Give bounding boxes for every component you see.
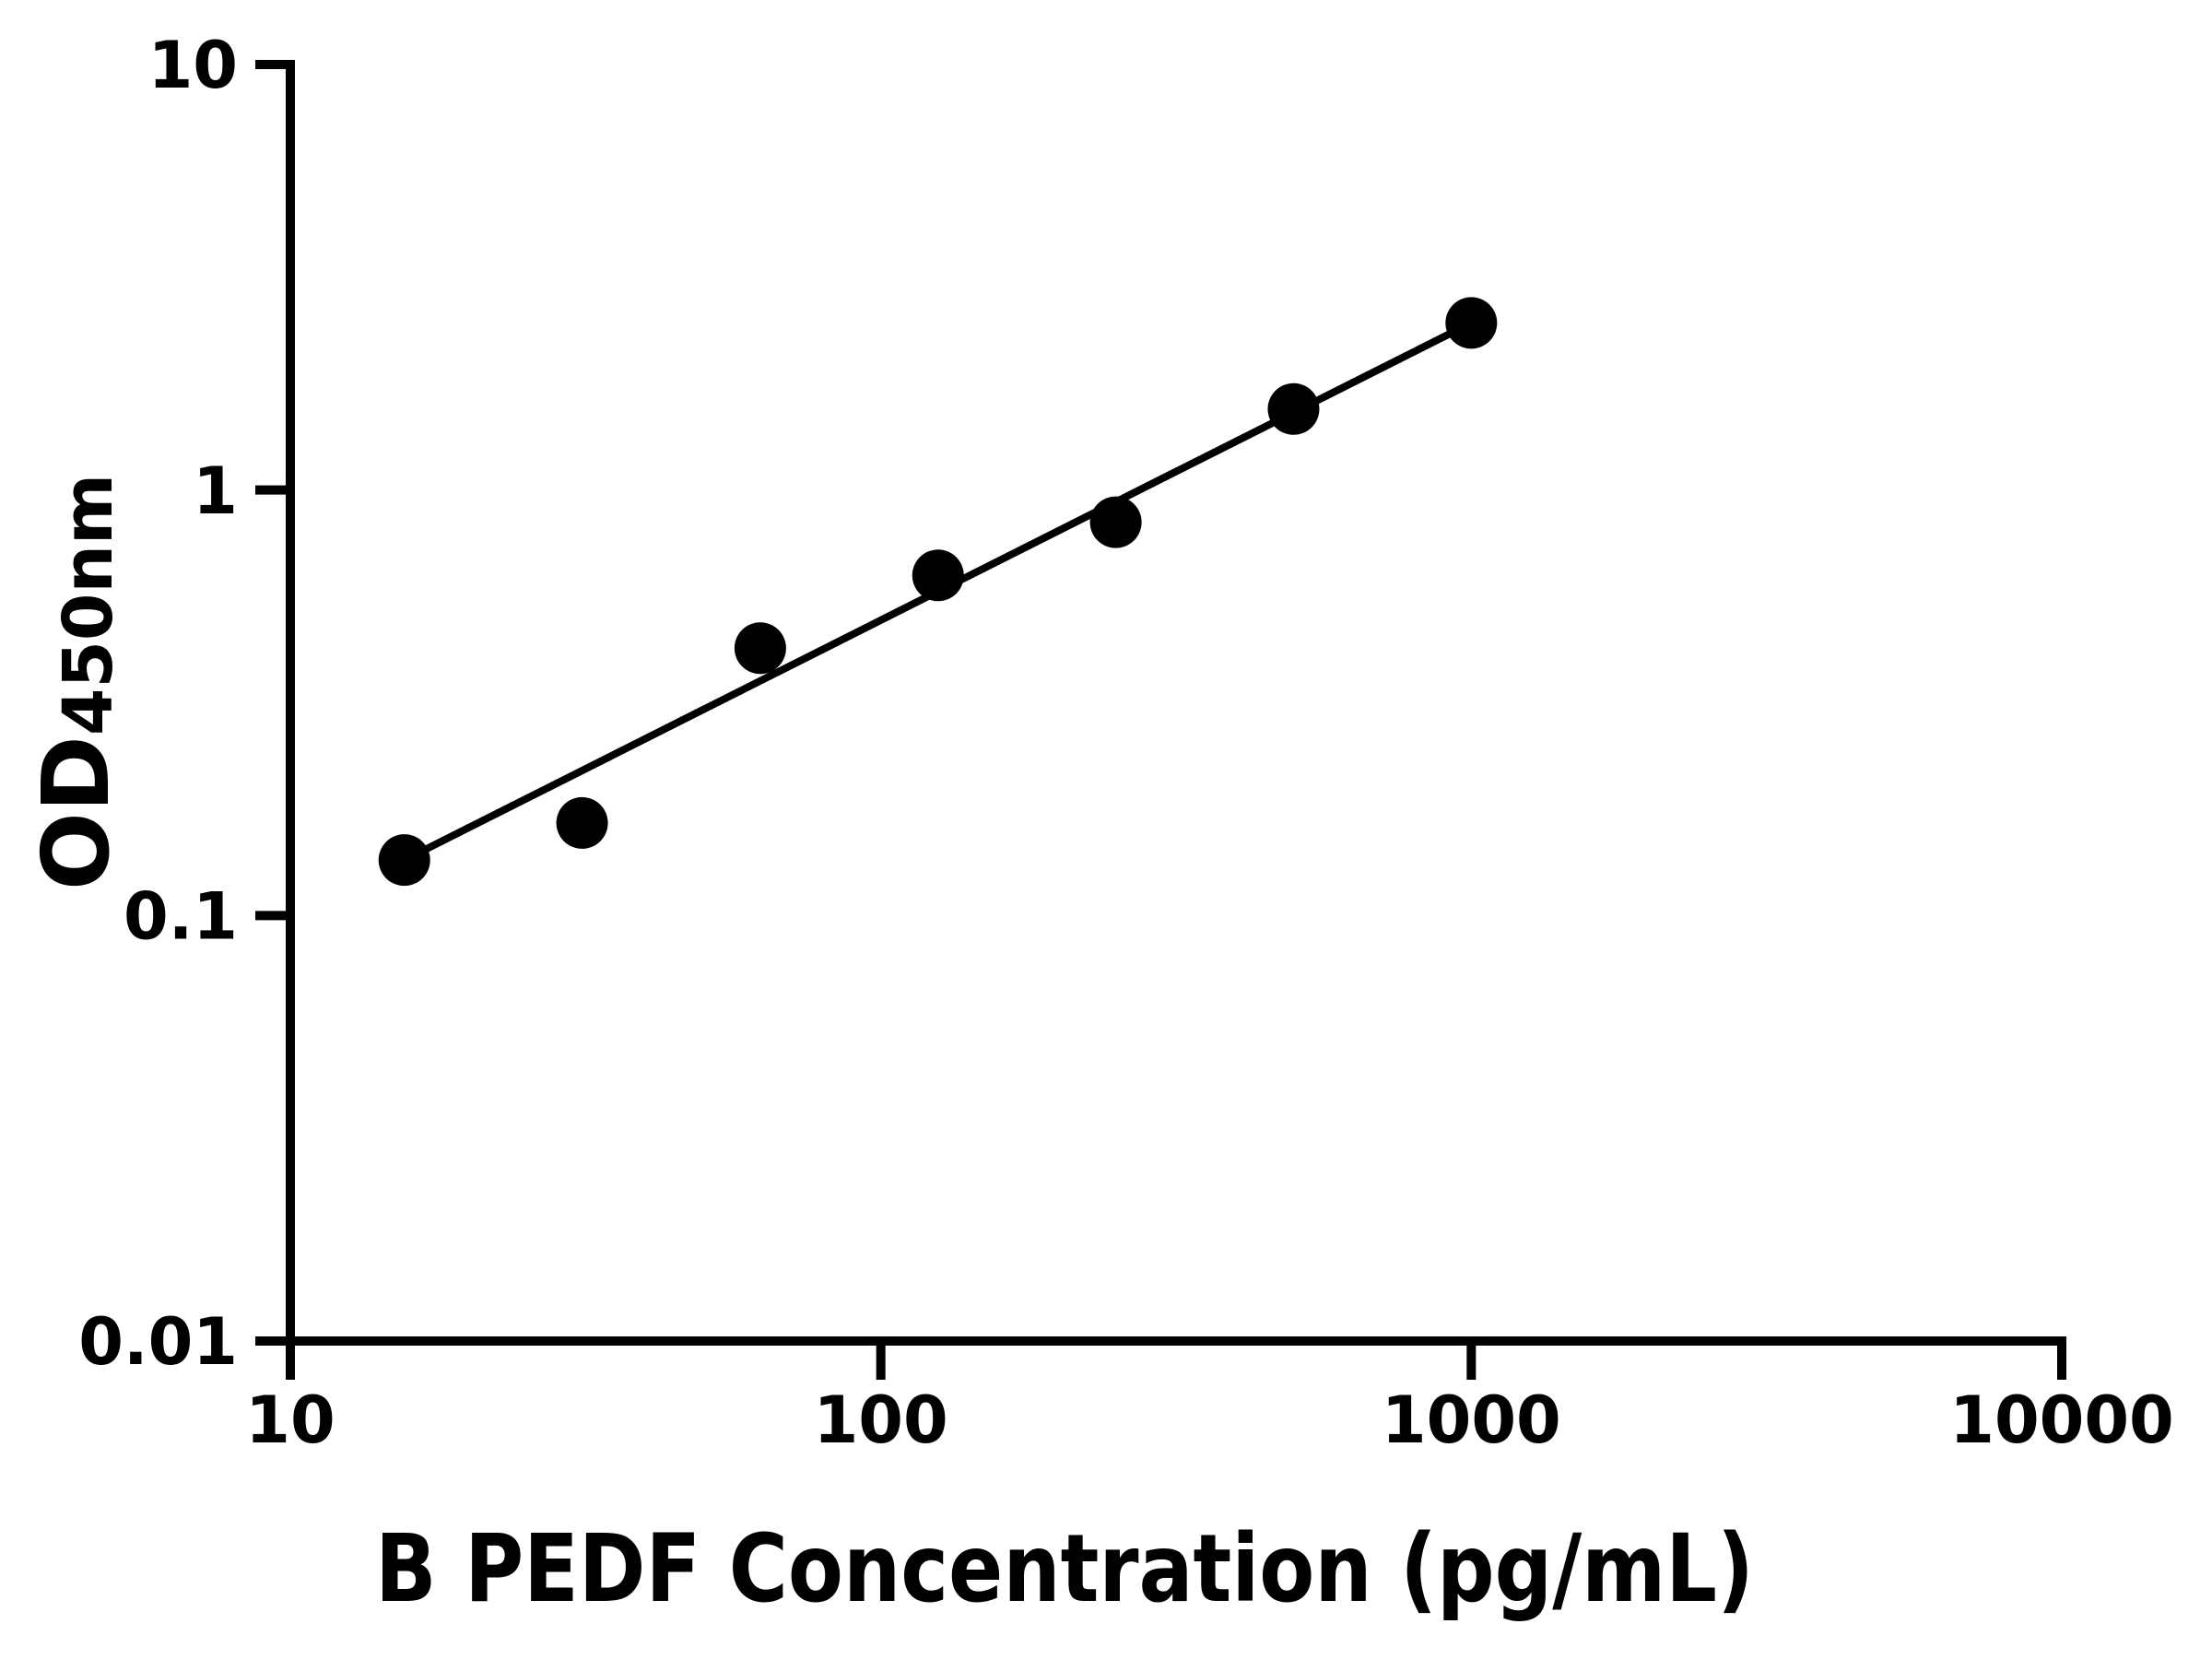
y-axis-title: OD450nm	[22, 474, 130, 890]
plot-series	[378, 297, 1498, 887]
y-axis-title-main: OD	[22, 735, 130, 890]
x-tick-label: 10000	[1949, 1382, 2174, 1458]
axes	[255, 60, 2066, 1380]
x-tick-label: 1000	[1382, 1382, 1561, 1458]
x-tick-label: 10	[245, 1382, 335, 1458]
y-tick-label: 0.1	[124, 879, 238, 955]
y-tick-label: 0.01	[78, 1304, 238, 1380]
x-tick-label: 100	[814, 1382, 948, 1458]
data-point	[1267, 382, 1320, 435]
x-axis-title: B PEDF Concentration (pg/mL)	[375, 1514, 1754, 1624]
data-point	[912, 549, 964, 602]
y-tick-label: 10	[148, 28, 238, 103]
y-tick-label: 1	[193, 453, 238, 529]
data-point	[1445, 297, 1498, 349]
data-point	[1089, 496, 1142, 548]
data-point	[734, 622, 786, 675]
y-axis-title-subscript: 450nm	[49, 474, 128, 735]
data-point	[378, 834, 430, 887]
data-point	[556, 796, 608, 849]
